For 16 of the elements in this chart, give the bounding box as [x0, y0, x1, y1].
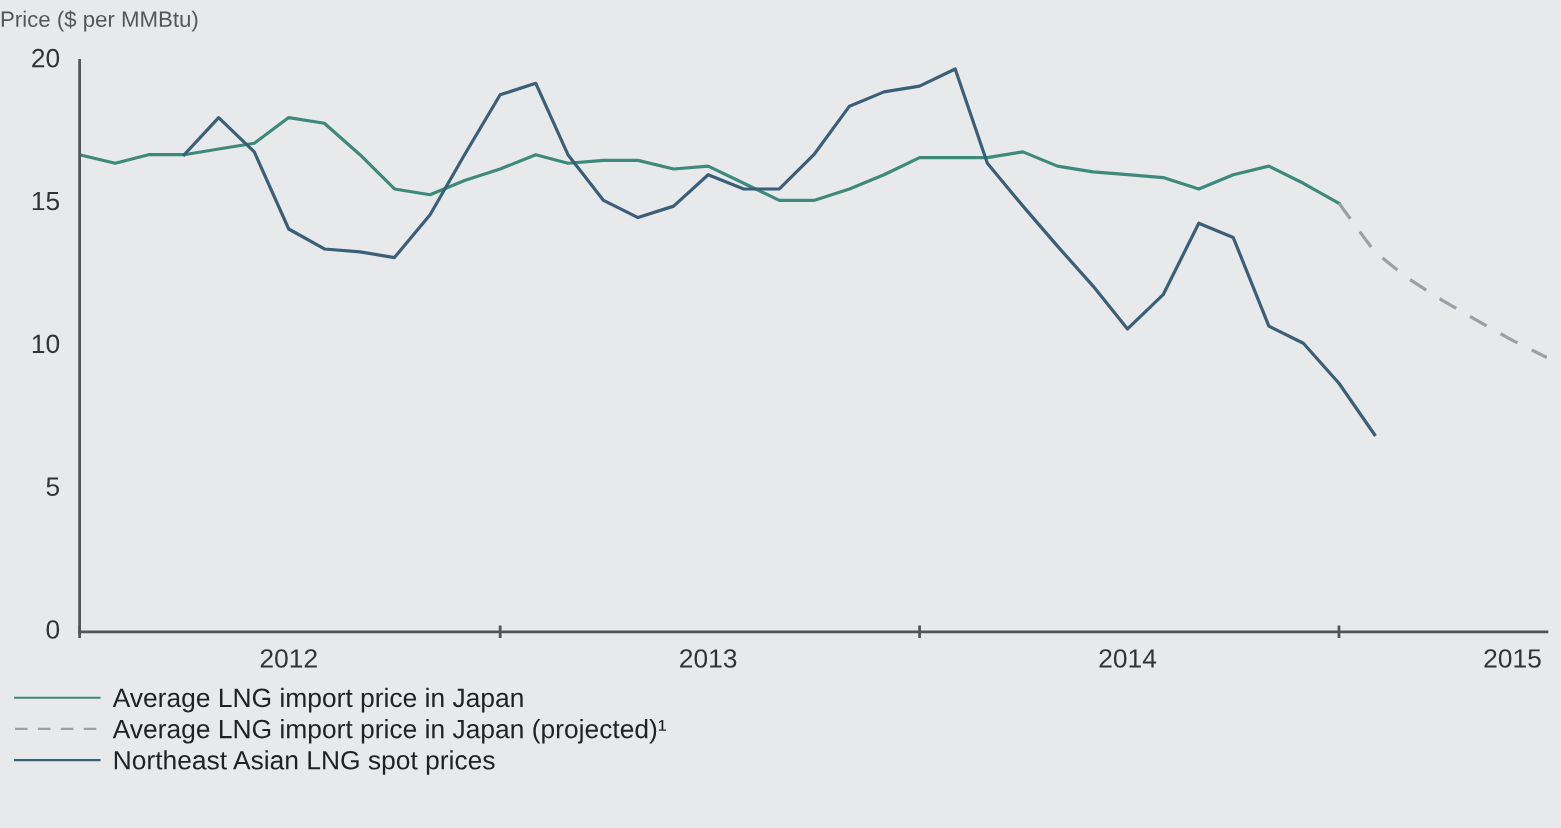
legend-label: Average LNG import price in Japan (projected)¹: [112, 719, 667, 744]
x-tick-label: 2013: [680, 649, 737, 668]
x-tick-label: 2015: [1484, 649, 1541, 668]
x-tick-label: 2014: [1099, 649, 1157, 668]
line-series: [1337, 201, 1547, 360]
line-series: [79, 115, 1341, 205]
y-tick-label: 0: [46, 620, 60, 639]
y-axis-title: Price ($ per MMBtu): [1, 10, 198, 32]
y-tick-label: 20: [32, 48, 60, 68]
legend-label: Northeast Asian LNG spot prices: [114, 750, 495, 775]
y-tick-label: 15: [32, 191, 60, 211]
y-tick-label: 10: [32, 334, 60, 354]
x-tick-label: 2012: [260, 649, 317, 668]
legend-label: Average LNG import price in Japan: [112, 687, 523, 713]
y-tick-label: 5: [46, 477, 60, 497]
line-series: [182, 67, 1377, 437]
